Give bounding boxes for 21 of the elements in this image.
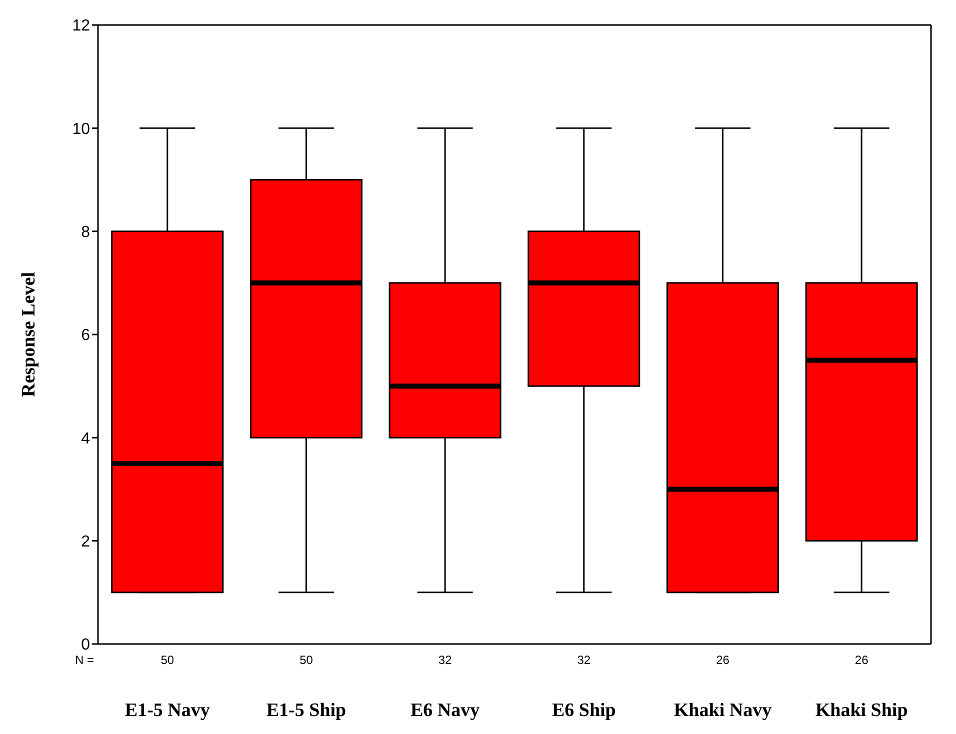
text: 50 bbox=[160, 653, 174, 667]
text: 26 bbox=[716, 653, 730, 667]
y-tick-label: 2 bbox=[81, 534, 90, 551]
text: 26 bbox=[854, 653, 869, 667]
x-tick-label: E1-5 Navy bbox=[124, 700, 210, 721]
y-tick-label: 8 bbox=[81, 224, 90, 242]
x-tick-label: Khaki Ship bbox=[815, 700, 908, 721]
y-tick-label: 0 bbox=[81, 636, 90, 654]
x-tick-label: E6 Navy bbox=[410, 700, 480, 721]
y-tick-label: 4 bbox=[81, 430, 90, 448]
x-tick-label: Khaki Navy bbox=[674, 700, 772, 721]
y-axis-title: Response Level bbox=[18, 272, 40, 398]
text: 32 bbox=[577, 653, 591, 667]
text: N = bbox=[74, 653, 94, 667]
x-tick-label: E1-5 Ship bbox=[266, 700, 346, 721]
y-tick-label: 10 bbox=[72, 120, 90, 138]
y-tick-label: 12 bbox=[72, 18, 90, 35]
text: 50 bbox=[300, 653, 314, 667]
text: 32 bbox=[438, 653, 452, 667]
y-tick-label: 6 bbox=[81, 327, 90, 344]
x-tick-label: E6 Ship bbox=[552, 700, 616, 721]
